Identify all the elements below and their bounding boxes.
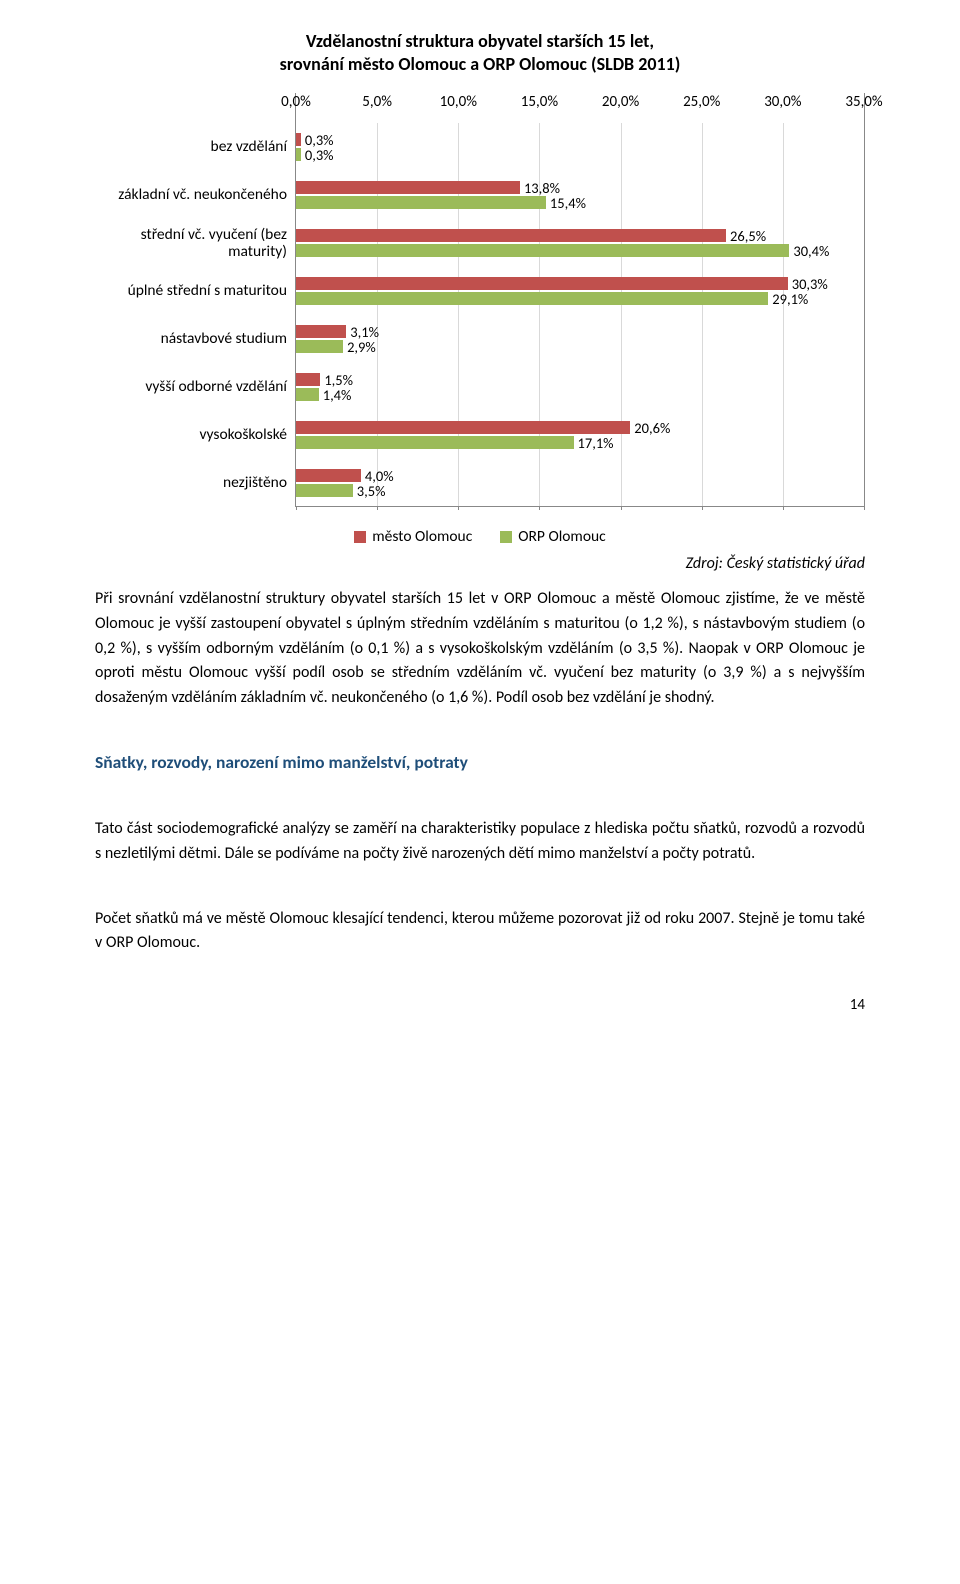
chart-bar-label: 29,1% [772,290,808,308]
paragraph-comparison: Při srovnání vzdělanostní struktury obyv… [95,587,865,711]
chart-plot-area: 0,3%0,3%13,8%15,4%26,5%30,4%30,3%29,1%3,… [295,123,865,507]
chart-bar [296,292,768,305]
chart-bar [296,133,301,146]
chart-bar-label: 26,5% [730,227,766,245]
paragraph-marriages: Počet sňatků má ve městě Olomouc klesají… [95,907,865,957]
axis-tick: 0,0% [281,93,311,111]
chart-bar [296,148,301,161]
legend-item-orp-olomouc: ORP Olomouc [500,527,605,546]
chart-bar [296,436,574,449]
axis-tick: 15,0% [521,93,558,111]
chart-category-label: nezjištěno [95,459,295,507]
section-heading: Sňatky, rozvody, narození mimo manželstv… [95,751,865,773]
chart-row: 4,0%3,5% [296,459,864,507]
chart-category-label: vyšší odborné vzdělání [95,363,295,411]
chart-row: 13,8%15,4% [296,171,864,219]
chart-bar-label: 3,5% [357,482,386,500]
chart-bar [296,325,346,338]
chart-bar [296,277,788,290]
chart-category-label: vysokoškolské [95,411,295,459]
chart-title: Vzdělanostní struktura obyvatel starších… [95,30,865,75]
chart-category-label: bez vzdělání [95,123,295,171]
chart-bar-label: 1,4% [323,386,352,404]
axis-tick: 35,0% [845,93,882,111]
chart-bar-label: 2,9% [347,338,376,356]
legend-label: město Olomouc [372,527,472,546]
chart-bar [296,373,320,386]
chart-x-axis: 0,0%5,0%10,0%15,0%20,0%25,0%30,0%35,0% [295,93,865,123]
chart-bar [296,181,520,194]
chart-bar [296,196,546,209]
chart-category-column: bez vzdělánízákladní vč. neukončenéhostř… [95,93,295,507]
chart-bar [296,244,789,257]
chart-bar-label: 0,3% [305,146,334,164]
chart-bar [296,229,726,242]
axis-tick: 20,0% [602,93,639,111]
chart-title-line1: Vzdělanostní struktura obyvatel starších… [306,30,654,52]
paragraph-intro: Tato část sociodemografické analýzy se z… [95,817,865,867]
chart-bar [296,388,319,401]
chart-source: Zdroj: Český statistický úřad [95,554,865,573]
legend-swatch [500,531,512,543]
chart-bar [296,340,343,353]
chart-category-label: střední vč. vyučení (bez maturity) [95,219,295,267]
chart-row: 3,1%2,9% [296,315,864,363]
chart-bar-label: 20,6% [634,419,670,437]
chart-row: 20,6% 17,1% [296,411,864,459]
chart-row: 0,3%0,3% [296,123,864,171]
chart-bar [296,469,361,482]
page-number: 14 [95,996,865,1034]
chart-row: 26,5% 30,4% [296,219,864,267]
chart-bar [296,484,353,497]
chart-legend: město Olomouc ORP Olomouc [95,527,865,546]
chart-plot-column: 0,0%5,0%10,0%15,0%20,0%25,0%30,0%35,0% 0… [295,93,865,507]
chart-category-label: nástavbové studium [95,315,295,363]
axis-tick: 25,0% [683,93,720,111]
axis-tick: 10,0% [440,93,477,111]
legend-label: ORP Olomouc [518,527,605,546]
chart-bar-label: 17,1% [578,434,614,452]
chart-category-label: základní vč. neukončeného [95,171,295,219]
chart-row: 1,5%1,4% [296,363,864,411]
chart-body: bez vzdělánízákladní vč. neukončenéhostř… [95,93,865,507]
chart-bar-label: 15,4% [550,194,586,212]
education-chart: Vzdělanostní struktura obyvatel starších… [95,30,865,546]
chart-title-line2: srovnání město Olomouc a ORP Olomouc (SL… [95,53,865,76]
legend-swatch [354,531,366,543]
legend-item-olomouc-city: město Olomouc [354,527,472,546]
chart-bar-label: 30,4% [793,242,829,260]
axis-tick: 30,0% [764,93,801,111]
chart-category-label: úplné střední s maturitou [95,267,295,315]
axis-tick: 5,0% [362,93,392,111]
chart-bar [296,421,630,434]
chart-row: 30,3%29,1% [296,267,864,315]
